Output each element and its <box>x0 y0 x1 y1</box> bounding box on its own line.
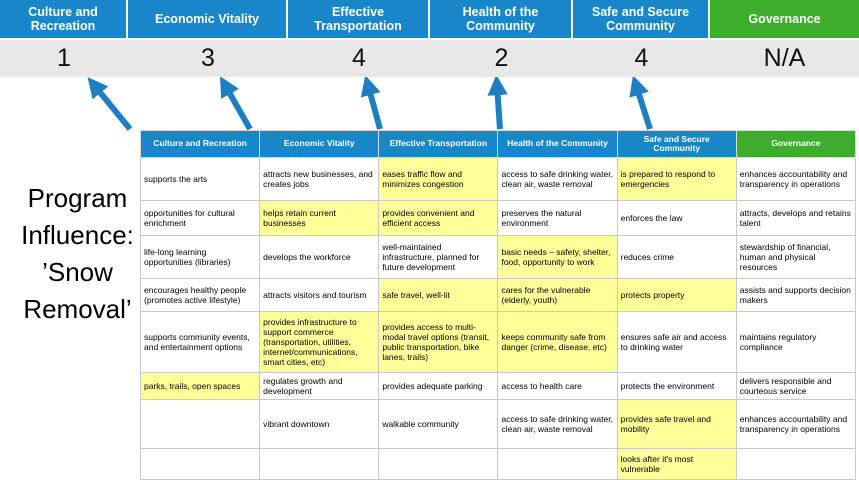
up-arrow-icon <box>219 77 253 131</box>
matrix-cell-r5-c1: supports community events, and entertain… <box>139 311 261 373</box>
matrix-cell-r2-c3: provides convenient and efficient access <box>378 200 499 236</box>
matrix-cell-r3-c3: well-maintained infrastructure, planned … <box>378 235 499 279</box>
summary-header-4: Health of the Community <box>430 0 573 38</box>
matrix-row-3: life-long learning opportunities (librar… <box>139 235 857 279</box>
matrix-cell-r1-c1: supports the arts <box>139 157 261 201</box>
matrix-cell-r6-c1: parks, trails, open spaces <box>139 372 261 400</box>
matrix-cell-r3-c2: develops the workforce <box>259 235 380 279</box>
matrix-cell-r5-c2: provides infrastructure to support comme… <box>259 311 380 373</box>
matrix-cell-r5-c6: maintains regulatory compliance <box>735 311 857 373</box>
matrix-cell-r7-c1 <box>139 399 261 449</box>
matrix-header-1: Culture and Recreation <box>139 130 261 158</box>
up-arrow-icon <box>629 77 653 130</box>
matrix-cell-r8-c6 <box>735 448 857 480</box>
matrix-cell-r3-c4: basic needs – safety, shelter, food, opp… <box>497 235 618 279</box>
matrix-row-6: parks, trails, open spaces regulates grow… <box>139 372 857 400</box>
matrix-cell-r5-c5: ensures safe air and access to drinking … <box>616 311 737 373</box>
summary-header-row: Culture and Recreation Economic Vitality E… <box>0 0 859 38</box>
matrix-row-8: looks after it's most vulnerable <box>139 448 857 480</box>
summary-header-6: Governance <box>710 0 859 38</box>
summary-score-3: 4 <box>352 44 366 72</box>
summary-score-1: 1 <box>57 44 71 72</box>
matrix-cell-r4-c4: cares for the vulnerable (elderly, youth… <box>497 278 618 312</box>
summary-header-3: Effective Transportation <box>288 0 430 38</box>
summary-score-6: N/A <box>763 44 806 72</box>
summary-score-2: 3 <box>201 44 215 72</box>
matrix-cell-r4-c2: attracts visitors and tourism <box>259 278 380 312</box>
matrix-cell-r8-c2 <box>259 448 380 480</box>
matrix-body: supports the arts attracts new businesses… <box>139 157 857 480</box>
summary-header-5: Safe and Secure Community <box>573 0 710 38</box>
summary-header-2: Economic Vitality <box>128 0 288 38</box>
up-arrow-icon <box>87 77 133 131</box>
matrix-cell-r4-c1: encourages healthy people (promotes acti… <box>139 278 261 312</box>
matrix-cell-r6-c4: access to health care <box>497 372 618 400</box>
matrix-cell-r8-c4 <box>497 448 618 480</box>
summary-header-1: Culture and Recreation <box>0 0 128 38</box>
matrix-cell-r5-c4: keeps community safe from danger (crime,… <box>497 311 618 373</box>
matrix-header-row: Culture and Recreation Economic Vitality E… <box>139 130 857 158</box>
matrix-cell-r7-c4: access to safe drinking water, clean air… <box>497 399 618 449</box>
matrix-cell-r8-c1 <box>139 448 261 480</box>
matrix-cell-r6-c6: delivers responsible and courteous servi… <box>735 372 857 400</box>
up-arrow-icon <box>360 77 383 130</box>
matrix-cell-r1-c2: attracts new businesses, and creates job… <box>259 157 380 201</box>
matrix-cell-r1-c3: eases traffic flow and minimizes congest… <box>378 157 499 201</box>
matrix-cell-r2-c1: opportunities for cultural enrichment <box>139 200 261 236</box>
matrix-cell-r6-c2: regulates growth and development <box>259 372 380 400</box>
matrix-cell-r7-c3: walkable community <box>378 399 499 449</box>
up-arrow-icon <box>487 77 508 130</box>
program-title: Program Influence: ’Snow Removal’ <box>21 183 134 324</box>
matrix-row-5: supports community events, and entertain… <box>139 311 857 373</box>
matrix-cell-r5-c3: provides access to multi-modal travel op… <box>378 311 499 373</box>
matrix-row-4: encourages healthy people (promotes acti… <box>139 278 857 312</box>
matrix-cell-r7-c6: enhances accountability and transparency… <box>735 399 857 449</box>
summary-score-5: 4 <box>634 44 649 72</box>
matrix-cell-r2-c5: enforces the law <box>616 200 737 236</box>
matrix-header-6: Governance <box>735 130 857 158</box>
matrix-row-1: supports the arts attracts new businesses… <box>139 157 857 201</box>
matrix-cell-r3-c5: reduces crime <box>616 235 737 279</box>
matrix-cell-r8-c5: looks after it's most vulnerable <box>616 448 737 480</box>
matrix-cell-r4-c3: safe travel, well-lit <box>378 278 499 312</box>
matrix-cell-r4-c6: assists and supports decision makers <box>735 278 857 312</box>
summary-score-row: 1 3 4 2 4 N/A <box>0 38 859 77</box>
matrix-cell-r4-c5: protects property <box>616 278 737 312</box>
matrix-cell-r7-c2: vibrant downtown <box>259 399 380 449</box>
matrix-cell-r1-c6: enhances accountability and transparency… <box>735 157 857 201</box>
matrix-header-2: Economic Vitality <box>259 130 380 158</box>
matrix-cell-r1-c4: access to safe drinking water, clean air… <box>497 157 618 201</box>
matrix-cell-r1-c5: is prepared to respond to emergencies <box>616 157 737 201</box>
matrix-cell-r2-c2: helps retain current businesses <box>259 200 380 236</box>
matrix-header-4: Health of the Community <box>497 130 618 158</box>
matrix-header-5: Safe and Secure Community <box>616 130 737 158</box>
matrix-cell-r3-c1: life-long learning opportunities (librar… <box>139 235 261 279</box>
matrix-cell-r2-c6: attracts, develops and retains talent <box>735 200 857 236</box>
matrix-cell-r6-c5: protects the environment <box>616 372 737 400</box>
matrix-header-3: Effective Transportation <box>378 130 499 158</box>
summary-score-4: 2 <box>494 44 509 72</box>
matrix-cell-r8-c3 <box>378 448 499 480</box>
matrix-cell-r6-c3: provides adequate parking <box>378 372 499 400</box>
matrix-row-7: vibrant downtown walkable community access… <box>139 399 857 449</box>
matrix-cell-r2-c4: preserves the natural environment <box>497 200 618 236</box>
influence-matrix-table: Culture and Recreation Economic Vitality E… <box>139 130 857 480</box>
arrows-canvas <box>87 77 653 131</box>
matrix-cell-r7-c5: provides safe travel and mobility <box>616 399 737 449</box>
matrix-row-2: opportunities for cultural enrichment hel… <box>139 200 857 236</box>
matrix-cell-r3-c6: stewardship of financial, human and phys… <box>735 235 857 279</box>
